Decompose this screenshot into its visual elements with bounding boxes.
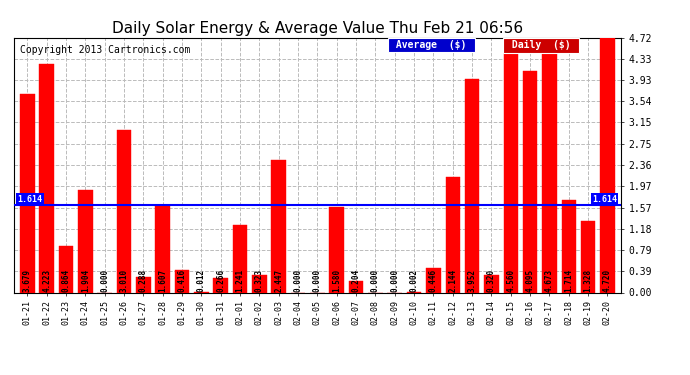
Text: Average  ($): Average ($): [391, 40, 473, 50]
Bar: [581, 221, 595, 292]
Text: 3.010: 3.010: [119, 269, 128, 292]
Text: 0.000: 0.000: [371, 269, 380, 292]
Text: 3.679: 3.679: [23, 269, 32, 292]
Text: Daily  ($): Daily ($): [506, 40, 576, 50]
Text: 0.266: 0.266: [216, 269, 225, 292]
Text: 4.560: 4.560: [506, 269, 515, 292]
Bar: [542, 40, 557, 292]
Bar: [562, 200, 576, 292]
Bar: [155, 206, 170, 292]
Text: 1.904: 1.904: [81, 269, 90, 292]
Bar: [523, 71, 538, 292]
Text: 0.320: 0.320: [487, 269, 496, 292]
Text: 1.614: 1.614: [592, 195, 617, 204]
Text: 0.000: 0.000: [293, 269, 302, 292]
Text: 4.095: 4.095: [526, 269, 535, 292]
Bar: [175, 270, 189, 292]
Bar: [233, 225, 247, 292]
Text: 1.580: 1.580: [333, 269, 342, 292]
Bar: [20, 94, 34, 292]
Bar: [465, 79, 480, 292]
Text: 0.000: 0.000: [313, 269, 322, 292]
Bar: [213, 278, 228, 292]
Text: 4.223: 4.223: [42, 269, 51, 292]
Bar: [349, 282, 364, 292]
Text: 1.328: 1.328: [584, 269, 593, 292]
Text: 0.204: 0.204: [352, 269, 361, 292]
Text: 0.002: 0.002: [410, 269, 419, 292]
Bar: [426, 268, 441, 292]
Text: 0.323: 0.323: [255, 269, 264, 292]
Text: 2.447: 2.447: [274, 269, 283, 292]
Bar: [39, 64, 54, 292]
Bar: [252, 275, 266, 292]
Bar: [600, 38, 615, 292]
Text: 1.714: 1.714: [564, 269, 573, 292]
Title: Daily Solar Energy & Average Value Thu Feb 21 06:56: Daily Solar Energy & Average Value Thu F…: [112, 21, 523, 36]
Bar: [446, 177, 460, 292]
Text: 1.607: 1.607: [158, 269, 167, 292]
Text: 0.288: 0.288: [139, 269, 148, 292]
Text: 0.012: 0.012: [197, 269, 206, 292]
Text: 4.673: 4.673: [545, 269, 554, 292]
Text: Copyright 2013 Cartronics.com: Copyright 2013 Cartronics.com: [20, 45, 190, 55]
Text: 1.614: 1.614: [18, 195, 43, 204]
Bar: [271, 160, 286, 292]
Text: 2.144: 2.144: [448, 269, 457, 292]
Bar: [330, 207, 344, 292]
Text: 0.000: 0.000: [100, 269, 109, 292]
Text: 0.000: 0.000: [391, 269, 400, 292]
Text: 3.952: 3.952: [468, 269, 477, 292]
Text: 0.416: 0.416: [177, 269, 186, 292]
Text: 0.864: 0.864: [61, 269, 70, 292]
Text: 0.446: 0.446: [429, 269, 438, 292]
Bar: [78, 190, 92, 292]
Text: 4.720: 4.720: [603, 269, 612, 292]
Bar: [59, 246, 73, 292]
Bar: [484, 275, 499, 292]
Bar: [504, 46, 518, 292]
Text: 1.241: 1.241: [235, 269, 244, 292]
Bar: [117, 130, 131, 292]
Bar: [136, 277, 150, 292]
